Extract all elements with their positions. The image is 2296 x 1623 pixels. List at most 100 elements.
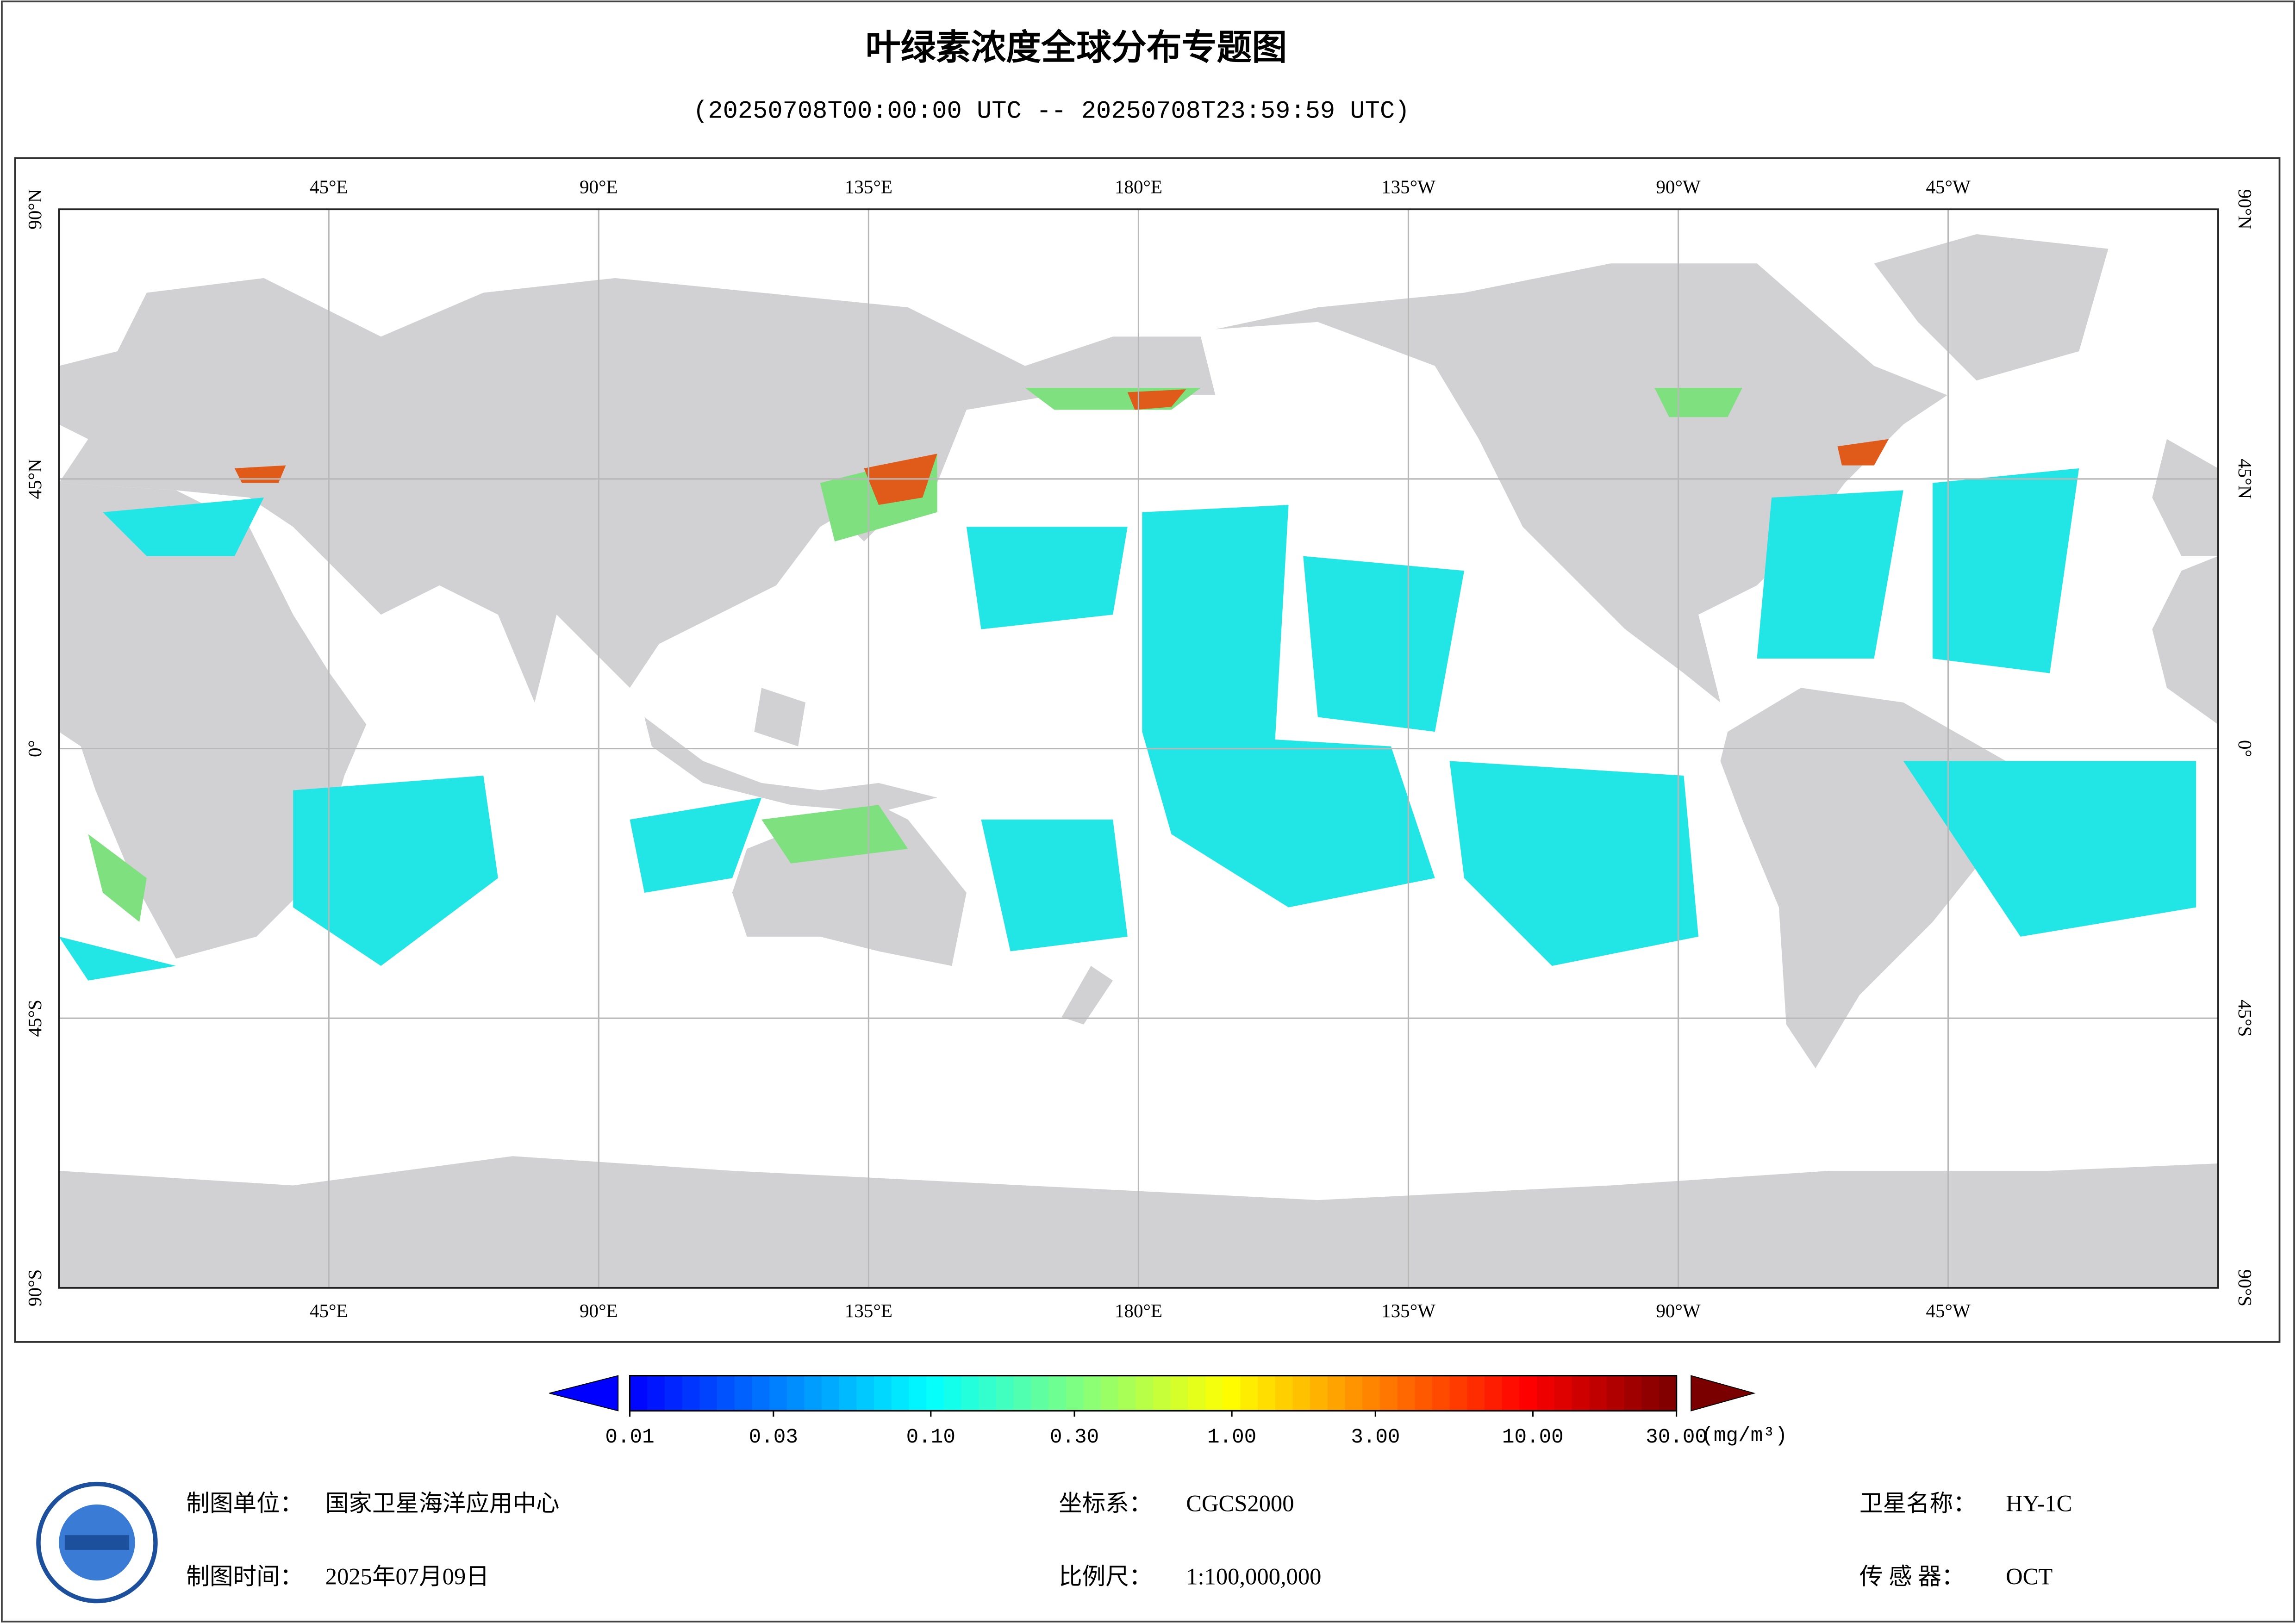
footer-value: 国家卫星海洋应用中心 bbox=[325, 1491, 560, 1517]
colorbar-segment bbox=[996, 1375, 1015, 1411]
lat-label: 45°S bbox=[2234, 1000, 2256, 1037]
colorbar-segment bbox=[1554, 1375, 1573, 1411]
lat-label: 90°S bbox=[2234, 1269, 2256, 1306]
north-america bbox=[1215, 263, 1947, 703]
colorbar-segment bbox=[961, 1375, 980, 1411]
lon-label: 90°W bbox=[1656, 1300, 1701, 1321]
colorbar-segment bbox=[856, 1375, 875, 1411]
colorbar-segment bbox=[891, 1375, 910, 1411]
colorbar-segment bbox=[1170, 1375, 1189, 1411]
colorbar-segment bbox=[1310, 1375, 1329, 1411]
colorbar-segment bbox=[979, 1375, 997, 1411]
footer-value: OCT bbox=[2006, 1564, 2053, 1590]
colorbar-segment bbox=[1345, 1375, 1363, 1411]
colorbar-segment bbox=[1397, 1375, 1416, 1411]
lat-label: 90°N bbox=[24, 189, 45, 230]
lon-label: 45°E bbox=[310, 176, 348, 197]
colorbar-segment bbox=[909, 1375, 927, 1411]
lon-label: 45°E bbox=[310, 1300, 348, 1321]
footer-value: 1:100,000,000 bbox=[1186, 1564, 1321, 1590]
colorbar-label: 3.00 bbox=[1351, 1426, 1400, 1449]
colorbar-label: 10.00 bbox=[1502, 1426, 1564, 1449]
colorbar-segment bbox=[1502, 1375, 1521, 1411]
colorbar-segment bbox=[1362, 1375, 1381, 1411]
colorbar-label: 0.01 bbox=[605, 1426, 654, 1449]
colorbar-segment bbox=[1519, 1375, 1538, 1411]
colorbar-label: 0.30 bbox=[1050, 1426, 1099, 1449]
colorbar-segment bbox=[682, 1375, 700, 1411]
colorbar-segment bbox=[1415, 1375, 1433, 1411]
colorbar-over-arrow bbox=[1691, 1375, 1756, 1412]
colorbar-segment bbox=[1101, 1375, 1119, 1411]
colorbar-segment bbox=[1240, 1375, 1259, 1411]
greenland bbox=[1874, 234, 2109, 381]
footer-value: 2025年07月09日 bbox=[325, 1564, 489, 1590]
colorbar-segment bbox=[926, 1375, 945, 1411]
colorbar-segment bbox=[647, 1375, 666, 1411]
colorbar-segment bbox=[630, 1375, 648, 1411]
colorbar-segment bbox=[1624, 1375, 1642, 1411]
africa-west bbox=[2152, 556, 2218, 725]
colorbar-segment bbox=[717, 1375, 736, 1411]
lat-label: 45°N bbox=[2234, 459, 2256, 499]
colorbar-label: 0.10 bbox=[906, 1426, 955, 1449]
lat-label: 90°N bbox=[2234, 189, 2256, 230]
lon-label: 135°E bbox=[845, 1300, 892, 1321]
lon-label: 90°W bbox=[1656, 176, 1701, 197]
colorbar-segment bbox=[874, 1375, 892, 1411]
lon-label: 90°E bbox=[580, 1300, 618, 1321]
footer-label: 传 感 器： bbox=[1859, 1564, 1965, 1590]
lon-label: 90°E bbox=[580, 176, 618, 197]
colorbar-unit: (mg/m³) bbox=[1701, 1424, 1787, 1448]
lat-label: 45°S bbox=[24, 1000, 45, 1037]
colorbar-segment bbox=[1013, 1375, 1032, 1411]
footer-value: CGCS2000 bbox=[1186, 1491, 1294, 1517]
colorbar-segment bbox=[1379, 1375, 1398, 1411]
colorbar-segment bbox=[786, 1375, 805, 1411]
colorbar-segment bbox=[664, 1375, 683, 1411]
colorbar-segment bbox=[752, 1375, 770, 1411]
logo bbox=[36, 1481, 158, 1604]
colorbar-segment bbox=[1258, 1375, 1276, 1411]
colorbar-segment bbox=[1467, 1375, 1485, 1411]
footer-label: 坐标系： bbox=[1059, 1491, 1152, 1517]
colorbar-segment bbox=[1292, 1375, 1311, 1411]
colorbar: 0.01 0.03 0.10 0.30 1.00 3.00 10.00 30.00(mg/m³… bbox=[549, 1374, 1787, 1449]
colorbar-segment bbox=[1589, 1375, 1608, 1411]
map bbox=[58, 208, 2219, 1289]
lat-label: 45°N bbox=[24, 459, 45, 499]
lon-label: 135°W bbox=[1381, 176, 1435, 197]
colorbar-segment bbox=[1485, 1375, 1503, 1411]
colorbar-segment bbox=[1223, 1375, 1242, 1411]
footer-label: 制图时间： bbox=[186, 1564, 303, 1590]
colorbar-segment bbox=[1432, 1375, 1451, 1411]
footer-label: 卫星名称： bbox=[1859, 1491, 1977, 1517]
new-zealand bbox=[1061, 966, 1113, 1025]
indonesia bbox=[644, 688, 937, 813]
colorbar-segment bbox=[1572, 1375, 1590, 1411]
colorbar-segment bbox=[839, 1375, 858, 1411]
colorbar-segment bbox=[1136, 1375, 1154, 1411]
colorbar-segment bbox=[1275, 1375, 1294, 1411]
colorbar-segment bbox=[1031, 1375, 1049, 1411]
colorbar-segment bbox=[1153, 1375, 1172, 1411]
colorbar-segment bbox=[1205, 1375, 1224, 1411]
map-border bbox=[58, 208, 2219, 1289]
colorbar-segment bbox=[943, 1375, 962, 1411]
colorbar-segment bbox=[1327, 1375, 1346, 1411]
map-frame bbox=[14, 157, 2281, 1343]
colorbar-segment bbox=[1188, 1375, 1206, 1411]
colorbar-label: 1.00 bbox=[1207, 1426, 1256, 1449]
colorbar-segment bbox=[1048, 1375, 1067, 1411]
colorbar-label: 0.03 bbox=[749, 1426, 798, 1449]
footer-label: 制图单位： bbox=[186, 1491, 303, 1517]
lat-label: 90°S bbox=[24, 1269, 45, 1306]
chl-patch bbox=[59, 468, 2196, 981]
colorbar-segment bbox=[1641, 1375, 1660, 1411]
lon-label: 45°W bbox=[1926, 176, 1971, 197]
colorbar-segment bbox=[1083, 1375, 1102, 1411]
colorbar-under-arrow bbox=[549, 1375, 619, 1412]
lat-label: 0° bbox=[2234, 740, 2256, 757]
lat-label: 0° bbox=[24, 740, 45, 757]
colorbar-segment bbox=[1118, 1375, 1136, 1411]
